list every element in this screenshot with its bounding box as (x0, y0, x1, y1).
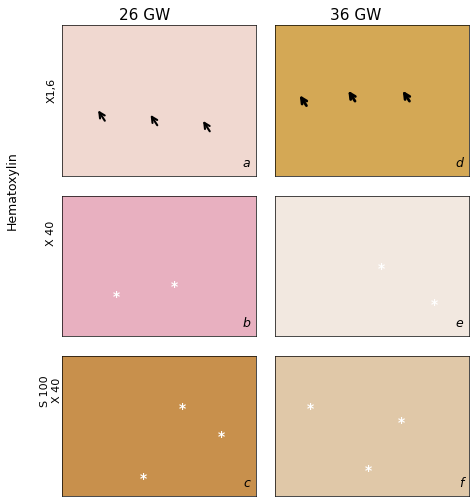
Text: *: * (179, 402, 186, 416)
Text: 36 GW: 36 GW (330, 8, 381, 23)
Text: *: * (431, 298, 438, 312)
Text: *: * (112, 290, 119, 304)
Text: X 40: X 40 (46, 220, 56, 245)
Text: *: * (378, 262, 385, 276)
Text: *: * (306, 402, 313, 416)
Text: *: * (398, 416, 405, 430)
Text: Hematoxylin: Hematoxylin (5, 151, 18, 230)
Text: *: * (218, 430, 225, 444)
Text: e: e (456, 317, 464, 330)
Text: *: * (140, 472, 147, 486)
Text: *: * (171, 280, 178, 294)
Text: a: a (243, 157, 250, 170)
Text: X1,6: X1,6 (46, 78, 56, 103)
Text: 26 GW: 26 GW (119, 8, 170, 23)
Text: *: * (365, 464, 372, 478)
Text: f: f (459, 477, 464, 490)
Text: c: c (243, 477, 250, 490)
Text: d: d (456, 157, 464, 170)
Text: b: b (242, 317, 250, 330)
Text: S 100
X 40: S 100 X 40 (40, 375, 62, 407)
